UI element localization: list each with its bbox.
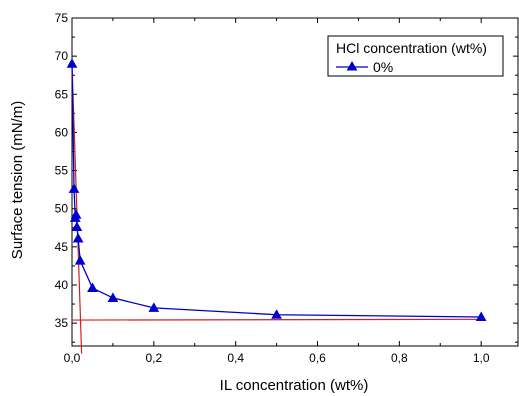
y-tick-label: 60 (55, 125, 69, 139)
y-tick-label: 40 (55, 278, 69, 292)
data-point (107, 292, 119, 302)
fit-lines (71, 63, 482, 354)
y-tick-label: 35 (55, 316, 69, 330)
y-tick-label: 55 (55, 164, 69, 178)
data-point (71, 221, 83, 232)
y-tick-label: 75 (55, 11, 69, 25)
legend: HCl concentration (wt%) 0% (327, 35, 504, 77)
data-point (148, 302, 160, 312)
x-tick-label: 0,8 (391, 351, 408, 365)
legend-series-label: 0% (373, 59, 393, 75)
data-point (271, 309, 282, 319)
y-tick-label: 45 (55, 240, 69, 254)
fit-line (71, 318, 482, 321)
x-tick-label: 0,4 (227, 351, 244, 365)
legend-box (327, 35, 504, 77)
data-point (68, 183, 80, 193)
data-series (66, 58, 487, 322)
fit-line (71, 63, 83, 354)
y-tick-label: 65 (55, 87, 69, 101)
x-tick-label: 1,0 (473, 351, 490, 365)
data-point (475, 311, 487, 322)
x-tick-label: 0,6 (309, 351, 326, 365)
y-axis-title: Surface tension (mN/m) (9, 101, 26, 259)
data-point (74, 255, 86, 265)
data-point (72, 232, 84, 243)
plot-frame (71, 17, 519, 347)
axes: 35 40 45 50 55 60 65 70 75 0,0 0,2 0,4 0,6 0,8 1,0 (55, 11, 519, 365)
data-point (87, 282, 98, 293)
series-line (71, 63, 482, 318)
data-point (66, 58, 78, 68)
y-tick-label: 70 (55, 49, 69, 63)
y-tick-label: 50 (55, 202, 69, 216)
x-tick-label: 0,0 (64, 351, 81, 365)
x-axis-title: IL concentration (wt%) (220, 377, 369, 394)
legend-title: HCl concentration (wt%) (336, 40, 487, 56)
x-tick-label: 0,2 (145, 351, 162, 365)
legend-triangle-marker (346, 60, 358, 71)
data-point (70, 209, 82, 219)
